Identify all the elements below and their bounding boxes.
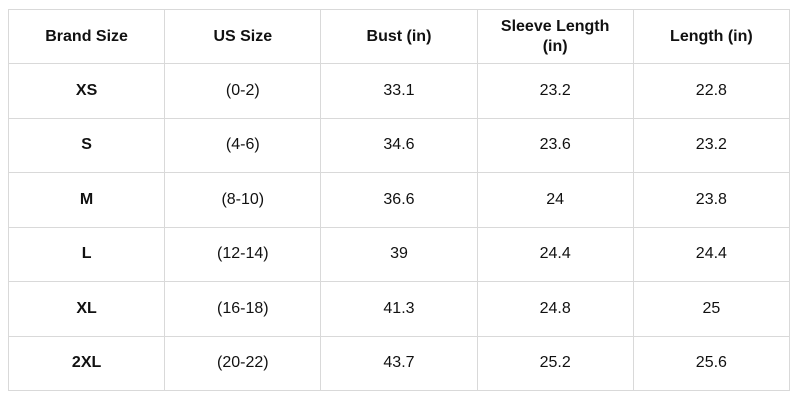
header-cell: US Size xyxy=(164,9,322,64)
table-cell: 41.3 xyxy=(320,281,478,337)
table-cell: 36.6 xyxy=(320,172,478,228)
brand-size-cell: 2XL xyxy=(7,335,166,391)
header-cell: Length (in) xyxy=(632,9,791,64)
table-cell: (8-10) xyxy=(164,172,322,228)
table-cell: 23.2 xyxy=(476,63,634,119)
table-cell: 34.6 xyxy=(320,117,478,173)
table-cell: 33.1 xyxy=(320,63,478,119)
table-cell: (0-2) xyxy=(164,63,322,119)
size-chart: Brand Size US Size Bust (in) Sleeve Length … xyxy=(7,9,791,391)
header-cell: Bust (in) xyxy=(320,9,478,64)
header-cell: Sleeve Length (in) xyxy=(476,9,634,64)
brand-size-cell: M xyxy=(7,172,166,228)
table-cell: (4-6) xyxy=(164,117,322,173)
table-row: S (4-6) 34.6 23.6 23.2 xyxy=(7,117,791,173)
size-table: Brand Size US Size Bust (in) Sleeve Length … xyxy=(7,9,791,391)
table-row: XL (16-18) 41.3 24.8 25 xyxy=(7,281,791,337)
brand-size-cell: L xyxy=(7,226,166,282)
table-cell: (16-18) xyxy=(164,281,322,337)
table-cell: 25 xyxy=(632,281,791,337)
brand-size-cell: XL xyxy=(7,281,166,337)
table-row: XS (0-2) 33.1 23.2 22.8 xyxy=(7,63,791,119)
table-head: Brand Size US Size Bust (in) Sleeve Length … xyxy=(7,9,791,64)
header-row: Brand Size US Size Bust (in) Sleeve Length … xyxy=(7,9,791,64)
table-cell: 23.6 xyxy=(476,117,634,173)
table-body: XS (0-2) 33.1 23.2 22.8 S (4-6) 34.6 23.6 23.2 M (8… xyxy=(7,63,791,391)
brand-size-cell: XS xyxy=(7,63,166,119)
table-cell: 43.7 xyxy=(320,335,478,391)
table-row: L (12-14) 39 24.4 24.4 xyxy=(7,226,791,282)
table-cell: 23.2 xyxy=(632,117,791,173)
table-cell: 23.8 xyxy=(632,172,791,228)
table-cell: (12-14) xyxy=(164,226,322,282)
table-cell: 24.8 xyxy=(476,281,634,337)
table-cell: 25.2 xyxy=(476,335,634,391)
table-row: M (8-10) 36.6 24 23.8 xyxy=(7,172,791,228)
table-row: 2XL (20-22) 43.7 25.2 25.6 xyxy=(7,335,791,391)
table-cell: 25.6 xyxy=(632,335,791,391)
table-cell: 24.4 xyxy=(632,226,791,282)
brand-size-cell: S xyxy=(7,117,166,173)
table-cell: 24 xyxy=(476,172,634,228)
header-cell: Brand Size xyxy=(7,9,166,64)
table-cell: (20-22) xyxy=(164,335,322,391)
table-cell: 39 xyxy=(320,226,478,282)
table-cell: 24.4 xyxy=(476,226,634,282)
table-cell: 22.8 xyxy=(632,63,791,119)
